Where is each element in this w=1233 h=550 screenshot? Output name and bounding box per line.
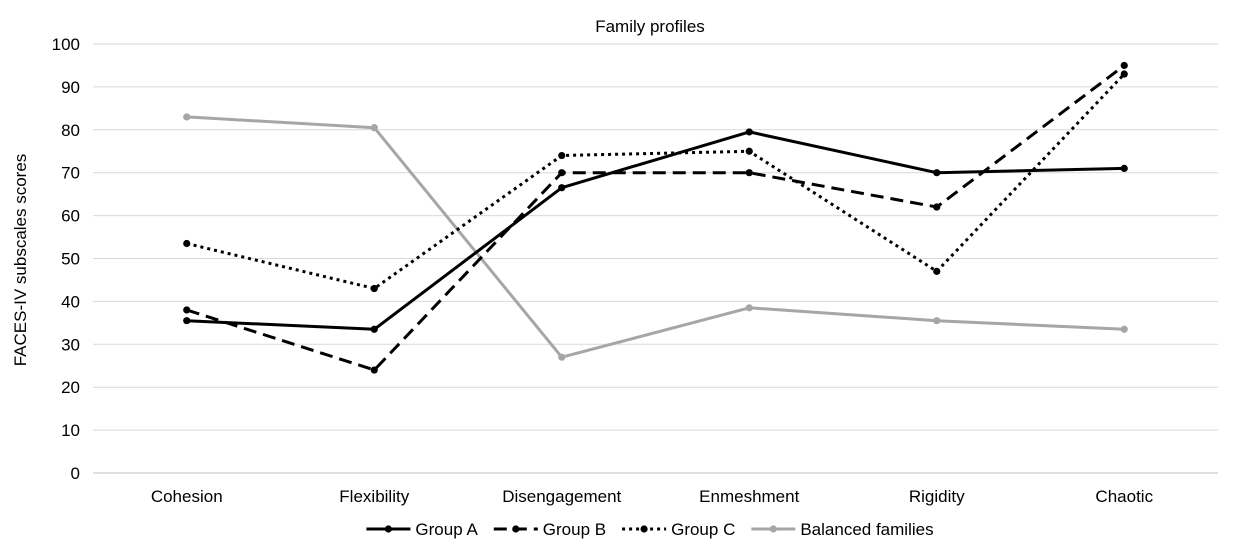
legend-item: Group B xyxy=(493,520,606,539)
data-point xyxy=(558,151,566,160)
x-tick-label: Cohesion xyxy=(151,487,223,506)
series-group-a xyxy=(183,128,1128,333)
data-point xyxy=(183,239,191,248)
y-tick-label: 100 xyxy=(52,35,80,54)
series-line xyxy=(186,64,1126,372)
legend-label: Group B xyxy=(543,520,606,539)
series-line xyxy=(186,130,1125,331)
data-point xyxy=(933,169,941,177)
legend: Group A Group B Group C Balanced families xyxy=(366,520,934,539)
data-point xyxy=(558,353,566,361)
y-tick-label: 40 xyxy=(61,292,80,311)
y-axis-label: FACES-IV subscales scores xyxy=(11,154,30,367)
data-point xyxy=(183,113,191,121)
legend-label: Group A xyxy=(415,520,478,539)
data-point xyxy=(933,317,941,325)
legend-marker xyxy=(384,525,393,533)
data-point xyxy=(1120,325,1128,333)
series-line xyxy=(186,72,1126,290)
grid-lines xyxy=(93,43,1218,474)
data-point xyxy=(558,184,566,192)
x-tick-label: Disengagement xyxy=(502,487,621,506)
x-tick-label: Chaotic xyxy=(1095,487,1153,506)
y-tick-label: 50 xyxy=(61,250,80,269)
y-tick-label: 80 xyxy=(61,121,80,140)
legend-label: Balanced families xyxy=(800,520,933,539)
x-tick-label: Flexibility xyxy=(339,487,409,506)
data-point xyxy=(370,124,378,132)
y-tick-label: 60 xyxy=(61,207,80,226)
series-line xyxy=(186,115,1125,359)
y-tick-label: 10 xyxy=(61,421,80,440)
data-point xyxy=(370,284,378,293)
data-point xyxy=(1120,61,1128,70)
y-tick-label: 0 xyxy=(71,464,80,483)
series-group-c xyxy=(183,70,1128,293)
legend-marker xyxy=(769,525,777,533)
data-point xyxy=(558,169,566,177)
data-point xyxy=(933,267,941,275)
data-point xyxy=(370,366,378,374)
data-point xyxy=(183,317,191,325)
legend-marker xyxy=(640,525,648,533)
series-group-b xyxy=(183,61,1128,374)
x-axis-ticks: Cohesion Flexibility Disengagement Enmeshme… xyxy=(151,487,1154,506)
data-point xyxy=(183,306,191,314)
data-point xyxy=(745,304,753,312)
legend-item: Group A xyxy=(366,520,478,539)
data-point xyxy=(1120,164,1128,173)
series-balanced-families xyxy=(183,113,1128,361)
y-tick-label: 70 xyxy=(61,164,80,183)
data-point xyxy=(745,128,753,136)
series-lines xyxy=(183,61,1128,374)
legend-marker xyxy=(512,525,520,533)
y-tick-label: 20 xyxy=(61,378,80,397)
y-tick-label: 30 xyxy=(61,335,80,354)
data-point xyxy=(745,147,753,155)
chart-title: Family profiles xyxy=(595,17,705,36)
x-tick-label: Rigidity xyxy=(909,487,965,506)
data-point xyxy=(745,169,753,177)
x-tick-label: Enmeshment xyxy=(699,487,799,506)
data-point xyxy=(1120,70,1128,78)
legend-label: Group C xyxy=(671,520,735,539)
legend-item: Group C xyxy=(622,520,735,539)
y-axis-ticks: 0 10 20 30 40 50 60 70 80 90 100 xyxy=(52,35,80,483)
data-point xyxy=(370,325,378,333)
legend-item: Balanced families xyxy=(751,520,934,539)
data-point xyxy=(933,203,941,211)
y-tick-label: 90 xyxy=(61,78,80,97)
